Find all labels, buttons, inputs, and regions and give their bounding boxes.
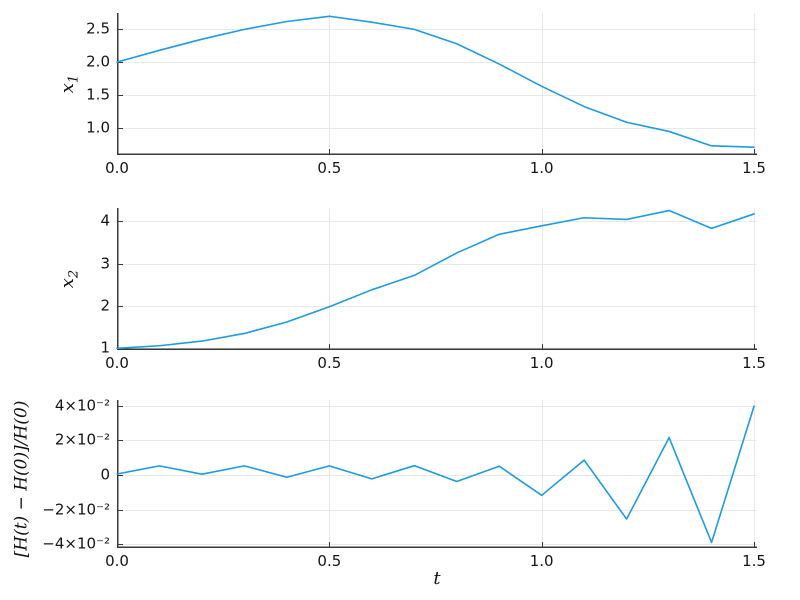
axis-spines <box>117 13 757 155</box>
plot-area-x2 <box>116 208 757 350</box>
y-tick-label: 0 <box>100 465 110 484</box>
x-tick-label: 0.0 <box>105 159 129 177</box>
gridlines <box>117 400 757 548</box>
tick-marks <box>116 28 756 155</box>
y-tick-label: 2×10⁻² <box>54 430 110 449</box>
y-axis-label-x2-subscript: 2 <box>66 269 82 279</box>
series-line <box>116 405 755 544</box>
y-axis-label-x1: x1 <box>57 75 82 94</box>
gridlines <box>117 13 757 155</box>
y-tick-label: 1 <box>100 338 110 357</box>
x-tick-label: 0.5 <box>317 552 342 570</box>
x-tick-label: 1.0 <box>529 552 554 570</box>
tick-marks <box>116 405 756 548</box>
x-tick-label: 1.5 <box>742 552 766 570</box>
y-tick-label: 2.0 <box>86 52 110 71</box>
y-tick-label: 2 <box>100 296 110 315</box>
y-axis-label-energy-error-text: [H(t) − H(0)]/H(0) <box>11 400 32 558</box>
x-tick-label: 0.0 <box>105 354 129 372</box>
gridlines <box>117 208 757 350</box>
y-tick-label: −2×10⁻² <box>42 500 110 519</box>
plot-area-x1 <box>116 13 757 155</box>
y-tick-label: −4×10⁻² <box>42 534 110 553</box>
y-tick-label: 4 <box>100 211 110 230</box>
y-axis-label-x2: x2 <box>57 270 82 289</box>
y-axis-label-energy-error: [H(t) − H(0)]/H(0) <box>11 400 32 558</box>
series-line <box>116 209 755 350</box>
tick-marks <box>116 220 756 350</box>
x-tick-label: 1.5 <box>742 354 766 372</box>
axis-spines <box>117 208 757 350</box>
y-tick-label: 2.5 <box>86 19 110 38</box>
y-axis-label-x1-text: x <box>57 83 78 94</box>
x-tick-label: 1.0 <box>529 159 554 177</box>
y-axis-label-x1-subscript: 1 <box>66 74 82 84</box>
x-tick-label: 0.5 <box>317 354 342 372</box>
series-line <box>116 15 755 148</box>
y-tick-label: 1.5 <box>86 85 110 104</box>
x-tick-label: 0.5 <box>317 159 342 177</box>
y-tick-label: 1.0 <box>86 118 110 137</box>
x-axis-label-t: t <box>433 568 441 589</box>
x-tick-label: 1.5 <box>742 159 766 177</box>
plot-area-energy-error <box>116 400 757 548</box>
y-tick-label: 3 <box>100 254 110 273</box>
y-tick-label: 4×10⁻² <box>54 396 110 415</box>
x-tick-label: 0.0 <box>105 552 129 570</box>
x-tick-label: 1.0 <box>529 354 554 372</box>
y-axis-label-x2-text: x <box>57 278 78 289</box>
